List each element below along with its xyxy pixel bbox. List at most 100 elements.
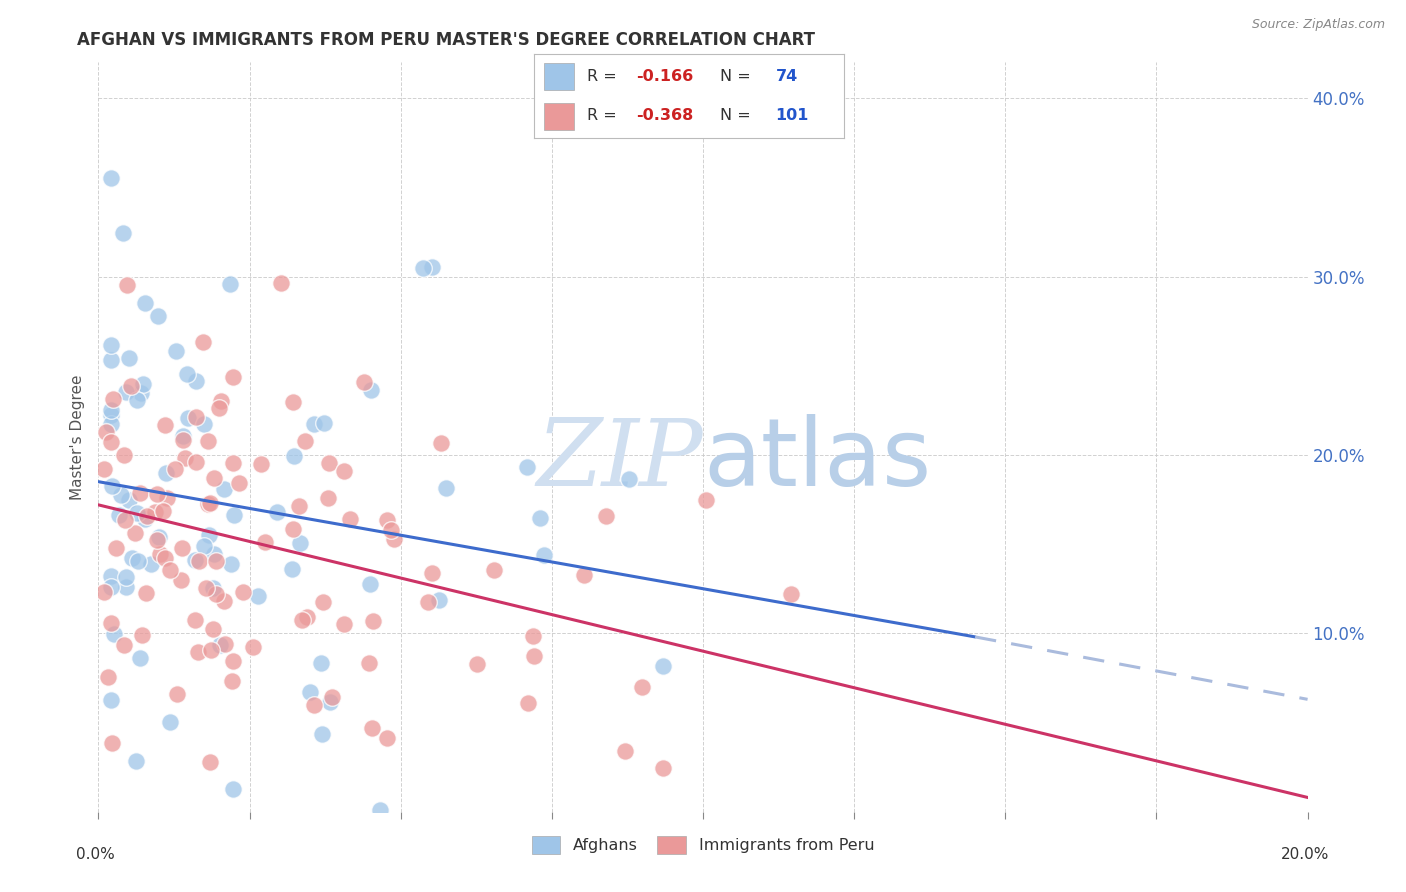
Point [288, 536, 311, 550]
Point [617, 473, 640, 487]
Point [651, 658, 673, 673]
Point [100, 569, 122, 583]
Point [228, 476, 250, 491]
Text: R =: R = [586, 69, 621, 84]
Point [115, 570, 138, 584]
Point [281, 394, 304, 409]
Point [121, 550, 143, 565]
Point [100, 580, 122, 594]
Point [631, 680, 654, 694]
Point [115, 385, 138, 400]
Point [270, 276, 292, 290]
Point [309, 656, 332, 670]
Point [155, 418, 177, 433]
Point [93, 462, 115, 476]
Point [100, 479, 122, 493]
Point [221, 673, 243, 688]
Point [172, 434, 194, 448]
Point [357, 657, 380, 671]
Point [221, 558, 243, 572]
Point [339, 511, 361, 525]
Point [205, 586, 228, 600]
Point [176, 367, 198, 381]
Point [100, 403, 122, 417]
Point [112, 448, 135, 462]
Text: 0.0%: 0.0% [76, 847, 115, 862]
Point [695, 493, 717, 508]
Point [103, 627, 125, 641]
Point [200, 755, 222, 769]
Point [484, 563, 506, 577]
Point [100, 616, 122, 631]
Point [100, 408, 122, 422]
Point [187, 645, 209, 659]
Point [779, 587, 801, 601]
Point [420, 260, 443, 274]
Point [134, 512, 156, 526]
Point [100, 417, 122, 431]
Point [188, 554, 211, 568]
Point [200, 643, 222, 657]
Point [522, 629, 544, 643]
Point [114, 513, 136, 527]
Point [214, 637, 236, 651]
Point [100, 171, 122, 186]
Point [291, 613, 314, 627]
Point [125, 393, 148, 408]
Point [318, 456, 340, 470]
Bar [544, 62, 575, 90]
Point [333, 464, 356, 478]
Point [155, 551, 177, 566]
Point [312, 416, 335, 430]
Point [232, 585, 254, 599]
Text: AFGHAN VS IMMIGRANTS FROM PERU MASTER'S DEGREE CORRELATION CHART: AFGHAN VS IMMIGRANTS FROM PERU MASTER'S … [77, 31, 815, 49]
Point [141, 557, 163, 571]
Text: N =: N = [720, 108, 756, 123]
Point [283, 449, 305, 463]
Point [124, 526, 146, 541]
Point [360, 383, 382, 397]
Point [104, 541, 127, 555]
Point [118, 351, 141, 366]
Point [193, 539, 215, 553]
Point [129, 486, 152, 500]
Point [208, 401, 231, 415]
Point [146, 310, 169, 324]
Point [219, 277, 242, 291]
Point [288, 499, 311, 513]
Point [97, 670, 120, 684]
Text: -0.166: -0.166 [637, 69, 693, 84]
Point [204, 553, 226, 567]
Point [253, 534, 276, 549]
Point [100, 693, 122, 707]
Point [110, 488, 132, 502]
Point [247, 589, 270, 603]
Point [100, 338, 122, 352]
Point [176, 410, 198, 425]
Point [165, 344, 187, 359]
Point [120, 379, 142, 393]
Point [184, 410, 207, 425]
Point [136, 509, 159, 524]
Point [129, 386, 152, 401]
Point [283, 522, 305, 536]
Point [517, 696, 540, 710]
Point [163, 461, 186, 475]
Point [613, 744, 636, 758]
Point [184, 552, 207, 566]
Text: 74: 74 [776, 69, 797, 84]
Point [198, 496, 221, 510]
Point [412, 260, 434, 275]
Point [148, 530, 170, 544]
Point [359, 577, 381, 591]
Y-axis label: Master's Degree: Master's Degree [70, 375, 86, 500]
Point [651, 762, 673, 776]
Point [132, 376, 155, 391]
Point [135, 585, 157, 599]
Point [94, 425, 117, 439]
Point [159, 714, 181, 729]
Point [191, 335, 214, 350]
Point [193, 417, 215, 431]
Point [118, 493, 141, 508]
Text: ZIP: ZIP [536, 415, 703, 505]
